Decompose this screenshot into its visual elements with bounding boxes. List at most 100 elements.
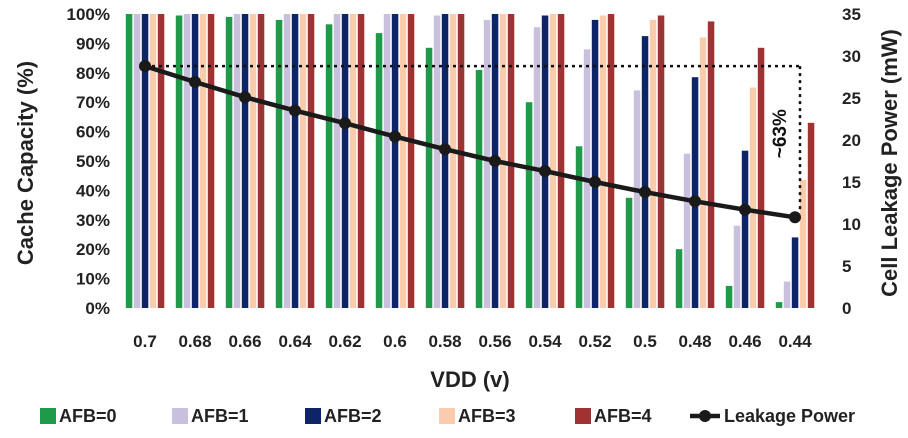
bar [507, 14, 515, 308]
y-tick-label: 60% [76, 123, 110, 142]
leakage-power-point [289, 104, 301, 117]
bar [691, 77, 699, 308]
leakage-power-point [389, 130, 401, 143]
bar [257, 14, 265, 308]
bar [283, 14, 291, 308]
bar [249, 14, 257, 308]
legend-label: AFB=3 [458, 406, 516, 426]
bar [757, 47, 765, 309]
leakage-power-point [439, 143, 451, 156]
y-tick-label: 90% [76, 34, 110, 53]
y-tick-label: 10% [76, 270, 110, 289]
leakage-power-point [589, 176, 601, 188]
bar [457, 14, 465, 308]
bar [807, 122, 815, 308]
legend-label: AFB=1 [191, 406, 249, 426]
bar [149, 14, 157, 308]
bar [199, 14, 207, 308]
bar [241, 14, 249, 308]
x-tick-label: 0.62 [328, 332, 361, 351]
y-tick-label: 20% [76, 240, 110, 259]
bar [541, 15, 549, 308]
legend-label: AFB=0 [59, 406, 117, 426]
y-tick-label: 50% [76, 152, 110, 171]
left-axis-ticks: 0% 10% 20% 30% 40% 50% 60% 70% 80% 90% 100% [67, 5, 110, 318]
legend-swatch [172, 408, 188, 424]
bar [783, 281, 791, 308]
bar [449, 14, 457, 308]
x-tick-label: 0.7 [133, 332, 157, 351]
bar [175, 15, 183, 308]
y-tick-label: 0% [85, 299, 110, 318]
bar [649, 19, 657, 309]
leakage-power-point [539, 165, 551, 178]
bar [399, 14, 407, 308]
x-tick-label: 0.56 [478, 332, 511, 351]
y2-tick-label: 15 [842, 173, 861, 192]
legend: AFB=0 AFB=1 AFB=2 AFB=3 AFB=4 Leakage Power [40, 406, 855, 426]
bar [641, 36, 649, 308]
bar [483, 19, 491, 309]
bar [549, 14, 557, 308]
x-tick-label: 0.66 [228, 332, 261, 351]
bar [707, 21, 715, 309]
bar [599, 15, 607, 308]
leakage-power-point [339, 117, 351, 130]
x-axis-title: VDD (v) [430, 367, 509, 392]
x-tick-label: 0.46 [728, 332, 761, 351]
leakage-power-point [239, 91, 251, 104]
x-tick-label: 0.6 [383, 332, 407, 351]
x-tick-label: 0.5 [633, 332, 657, 351]
bars-layer [125, 14, 815, 309]
bar [299, 14, 307, 308]
y2-tick-label: 30 [842, 47, 861, 66]
bar [433, 15, 441, 308]
leakage-power-line [144, 63, 796, 220]
x-tick-label: 0.54 [528, 332, 562, 351]
bar [725, 285, 733, 308]
y-tick-label: 70% [76, 93, 110, 112]
x-tick-label: 0.48 [678, 332, 711, 351]
legend-swatch [575, 408, 591, 424]
bar [525, 102, 533, 308]
bar [183, 14, 191, 308]
bar [791, 237, 799, 308]
y2-tick-label: 0 [842, 299, 851, 318]
bar [799, 180, 807, 308]
reduction-annotation: ~63% [770, 109, 791, 158]
bar [375, 33, 383, 308]
bar [625, 197, 633, 309]
bar [383, 14, 391, 308]
bar [141, 14, 149, 308]
x-tick-label: 0.64 [278, 332, 312, 351]
x-tick-label: 0.44 [778, 332, 812, 351]
y2-tick-label: 20 [842, 131, 861, 150]
bar [207, 14, 215, 308]
leakage-line-layer [139, 60, 801, 224]
legend-line-marker [699, 410, 711, 422]
bar [633, 90, 641, 309]
bar [349, 14, 357, 308]
right-axis-ticks: 0 5 10 15 20 25 30 35 [842, 5, 861, 318]
legend-label: AFB=2 [324, 406, 382, 426]
y-axis-title: Cache Capacity (%) [13, 61, 38, 265]
bar [575, 146, 583, 308]
legend-swatch [40, 408, 56, 424]
leakage-power-point [639, 186, 651, 199]
bar [749, 87, 757, 308]
bar [591, 19, 599, 309]
bar [233, 14, 241, 308]
bar [675, 249, 683, 308]
legend-label: AFB=4 [594, 406, 652, 426]
leakage-power-point [489, 155, 501, 167]
bar [741, 150, 749, 308]
bar [441, 14, 449, 308]
leakage-power-point [189, 76, 201, 88]
bar [683, 153, 691, 308]
bar [325, 24, 333, 309]
leakage-power-point [789, 211, 801, 224]
y2-tick-label: 35 [842, 5, 861, 24]
y-tick-label: 80% [76, 64, 110, 83]
bar [475, 69, 483, 309]
x-tick-label: 0.68 [178, 332, 211, 351]
